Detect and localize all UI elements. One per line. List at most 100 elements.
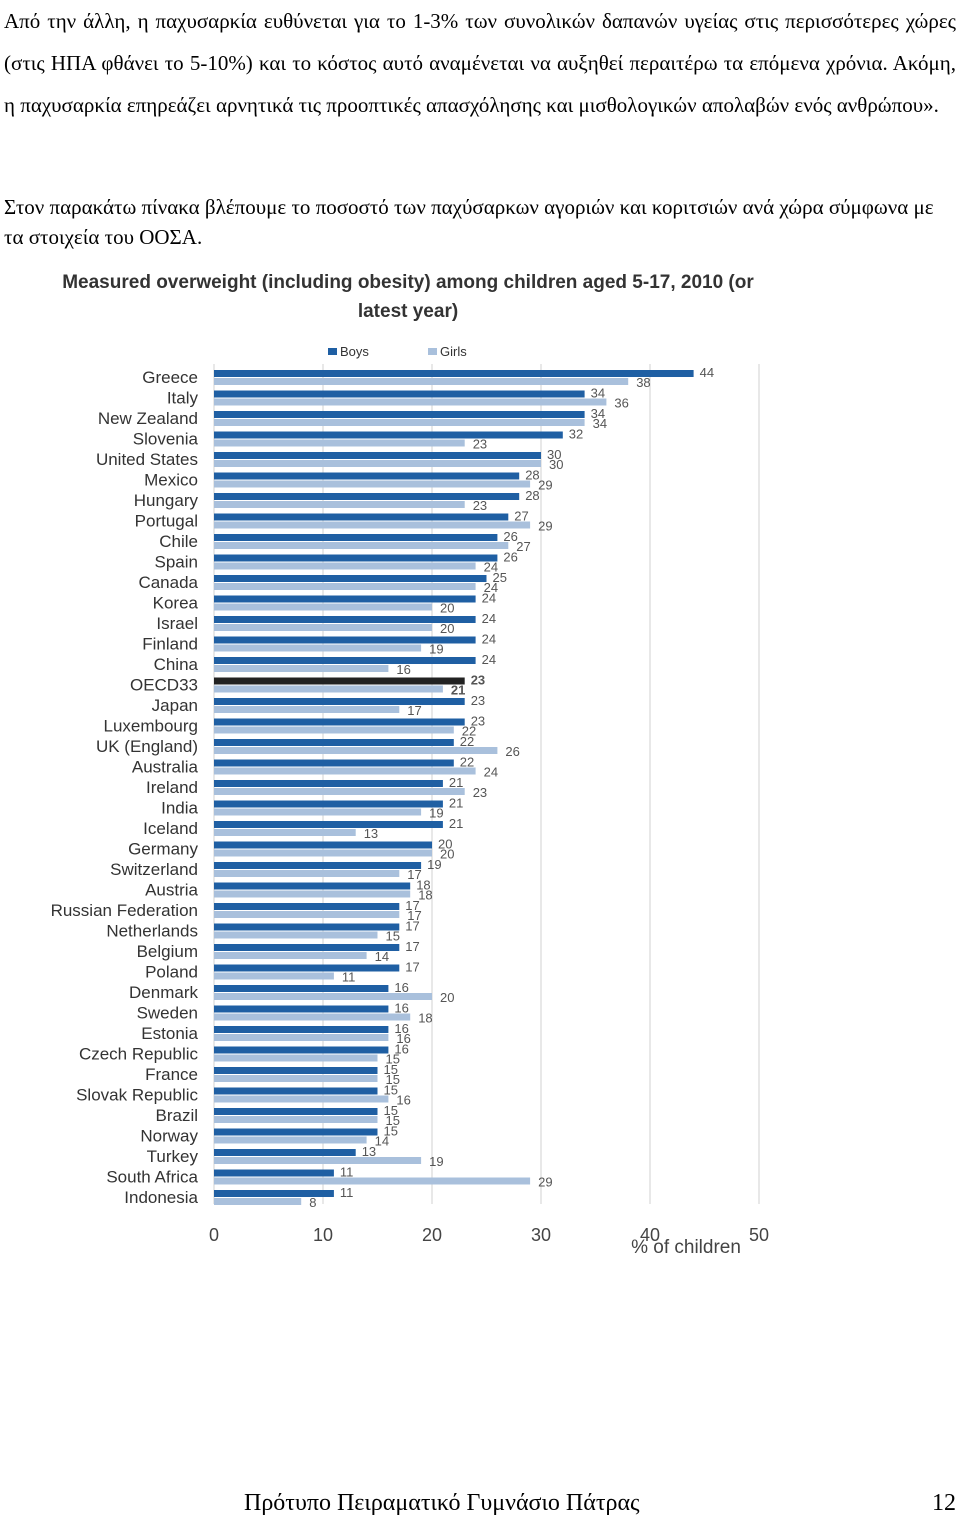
value-label-girls: 16 — [396, 1093, 410, 1108]
bar-boys — [214, 1190, 334, 1197]
bar-girls — [214, 972, 334, 980]
category-label: Greece — [142, 368, 198, 387]
value-label-girls: 15 — [386, 929, 400, 944]
category-label: France — [145, 1065, 198, 1084]
bar-girls — [214, 624, 432, 631]
category-label: New Zealand — [98, 409, 198, 428]
value-label-boys: 16 — [394, 1001, 408, 1016]
bar-boys — [214, 800, 443, 808]
bar-boys — [214, 882, 411, 890]
bar-girls — [214, 583, 476, 590]
bar-girls — [214, 562, 476, 570]
value-label-boys: 11 — [340, 1165, 354, 1180]
bar-boys — [214, 862, 422, 869]
bar-girls — [214, 419, 585, 426]
bar-boys — [214, 452, 541, 459]
category-label: Portugal — [135, 512, 198, 531]
bar-girls — [214, 501, 465, 508]
bar-girls — [214, 706, 400, 713]
bar-boys — [214, 554, 498, 562]
bar-girls — [214, 1136, 367, 1144]
value-label-girls: 34 — [593, 416, 607, 431]
value-label-boys: 23 — [471, 714, 485, 729]
value-label-girls: 20 — [440, 847, 454, 862]
legend-boys-label: Boys — [340, 344, 369, 359]
x-tick-label: 10 — [313, 1225, 333, 1245]
category-label: Iceland — [143, 819, 198, 838]
bar-boys — [214, 718, 465, 726]
bar-girls — [214, 808, 422, 816]
bar-boys — [214, 1067, 378, 1074]
value-label-girls: 24 — [484, 580, 498, 595]
category-label: Luxembourg — [103, 717, 198, 736]
bar-boys — [214, 1169, 334, 1177]
legend-girls-label: Girls — [440, 344, 467, 359]
overweight-chart: Measured overweight (including obesity) … — [10, 262, 810, 1262]
bar-girls — [214, 1054, 378, 1062]
bar-girls — [214, 1157, 422, 1164]
bar-boys — [214, 595, 476, 603]
bar-boys — [214, 944, 400, 951]
category-label: Czech Republic — [79, 1045, 199, 1064]
value-label-boys: 34 — [591, 406, 605, 421]
value-label-boys: 13 — [362, 1144, 376, 1159]
value-label-boys: 24 — [482, 611, 496, 626]
value-label-boys: 20 — [438, 837, 452, 852]
bar-boys — [214, 1087, 378, 1095]
category-label: Slovenia — [133, 430, 199, 449]
value-label-girls: 21 — [451, 683, 465, 698]
value-label-boys: 15 — [384, 1083, 398, 1098]
value-label-boys: 15 — [384, 1103, 398, 1118]
bar-girls — [214, 603, 432, 611]
bar-girls — [214, 398, 607, 406]
value-label-boys: 16 — [394, 1021, 408, 1036]
category-label: Hungary — [134, 491, 199, 510]
bar-boys — [214, 616, 476, 623]
category-label: Spain — [155, 553, 198, 572]
value-label-girls: 20 — [440, 621, 454, 636]
bar-boys — [214, 1149, 356, 1156]
category-label: Turkey — [147, 1147, 199, 1166]
value-label-boys: 30 — [547, 447, 561, 462]
value-label-girls: 38 — [636, 375, 650, 390]
category-label: Germany — [128, 840, 198, 859]
value-label-girls: 27 — [516, 539, 530, 554]
value-label-girls: 18 — [418, 888, 432, 903]
category-label: UK (England) — [96, 737, 198, 756]
value-label-girls: 18 — [418, 1011, 432, 1026]
bar-girls — [214, 644, 422, 652]
bar-boys — [214, 677, 465, 685]
value-label-boys: 23 — [471, 673, 485, 688]
value-label-girls: 23 — [473, 437, 487, 452]
legend-boys-swatch — [328, 348, 337, 355]
category-label: Belgium — [137, 942, 198, 961]
value-label-girls: 11 — [342, 970, 356, 985]
value-label-girls: 20 — [440, 601, 454, 616]
x-tick-label: 20 — [422, 1225, 442, 1245]
category-label: Australia — [132, 758, 199, 777]
value-label-boys: 23 — [471, 693, 485, 708]
bar-boys — [214, 1108, 378, 1115]
value-label-girls: 15 — [386, 1072, 400, 1087]
category-label: China — [154, 655, 199, 674]
value-label-girls: 29 — [538, 1175, 552, 1190]
bar-boys — [214, 1046, 389, 1054]
category-label: Japan — [152, 696, 198, 715]
bar-girls — [214, 1116, 378, 1123]
category-label: Finland — [142, 635, 198, 654]
value-label-boys: 15 — [384, 1124, 398, 1139]
bar-girls — [214, 911, 400, 918]
bar-boys — [214, 513, 509, 521]
category-label: Chile — [159, 532, 198, 551]
bar-boys — [214, 390, 585, 398]
bar-girls — [214, 870, 400, 877]
value-label-boys: 26 — [503, 550, 517, 565]
value-label-girls: 36 — [614, 396, 628, 411]
bar-boys — [214, 1026, 389, 1033]
bar-boys — [214, 985, 389, 992]
category-label: Mexico — [144, 471, 198, 490]
bar-girls — [214, 1034, 389, 1041]
category-label: Denmark — [129, 983, 198, 1002]
bar-boys — [214, 903, 400, 910]
